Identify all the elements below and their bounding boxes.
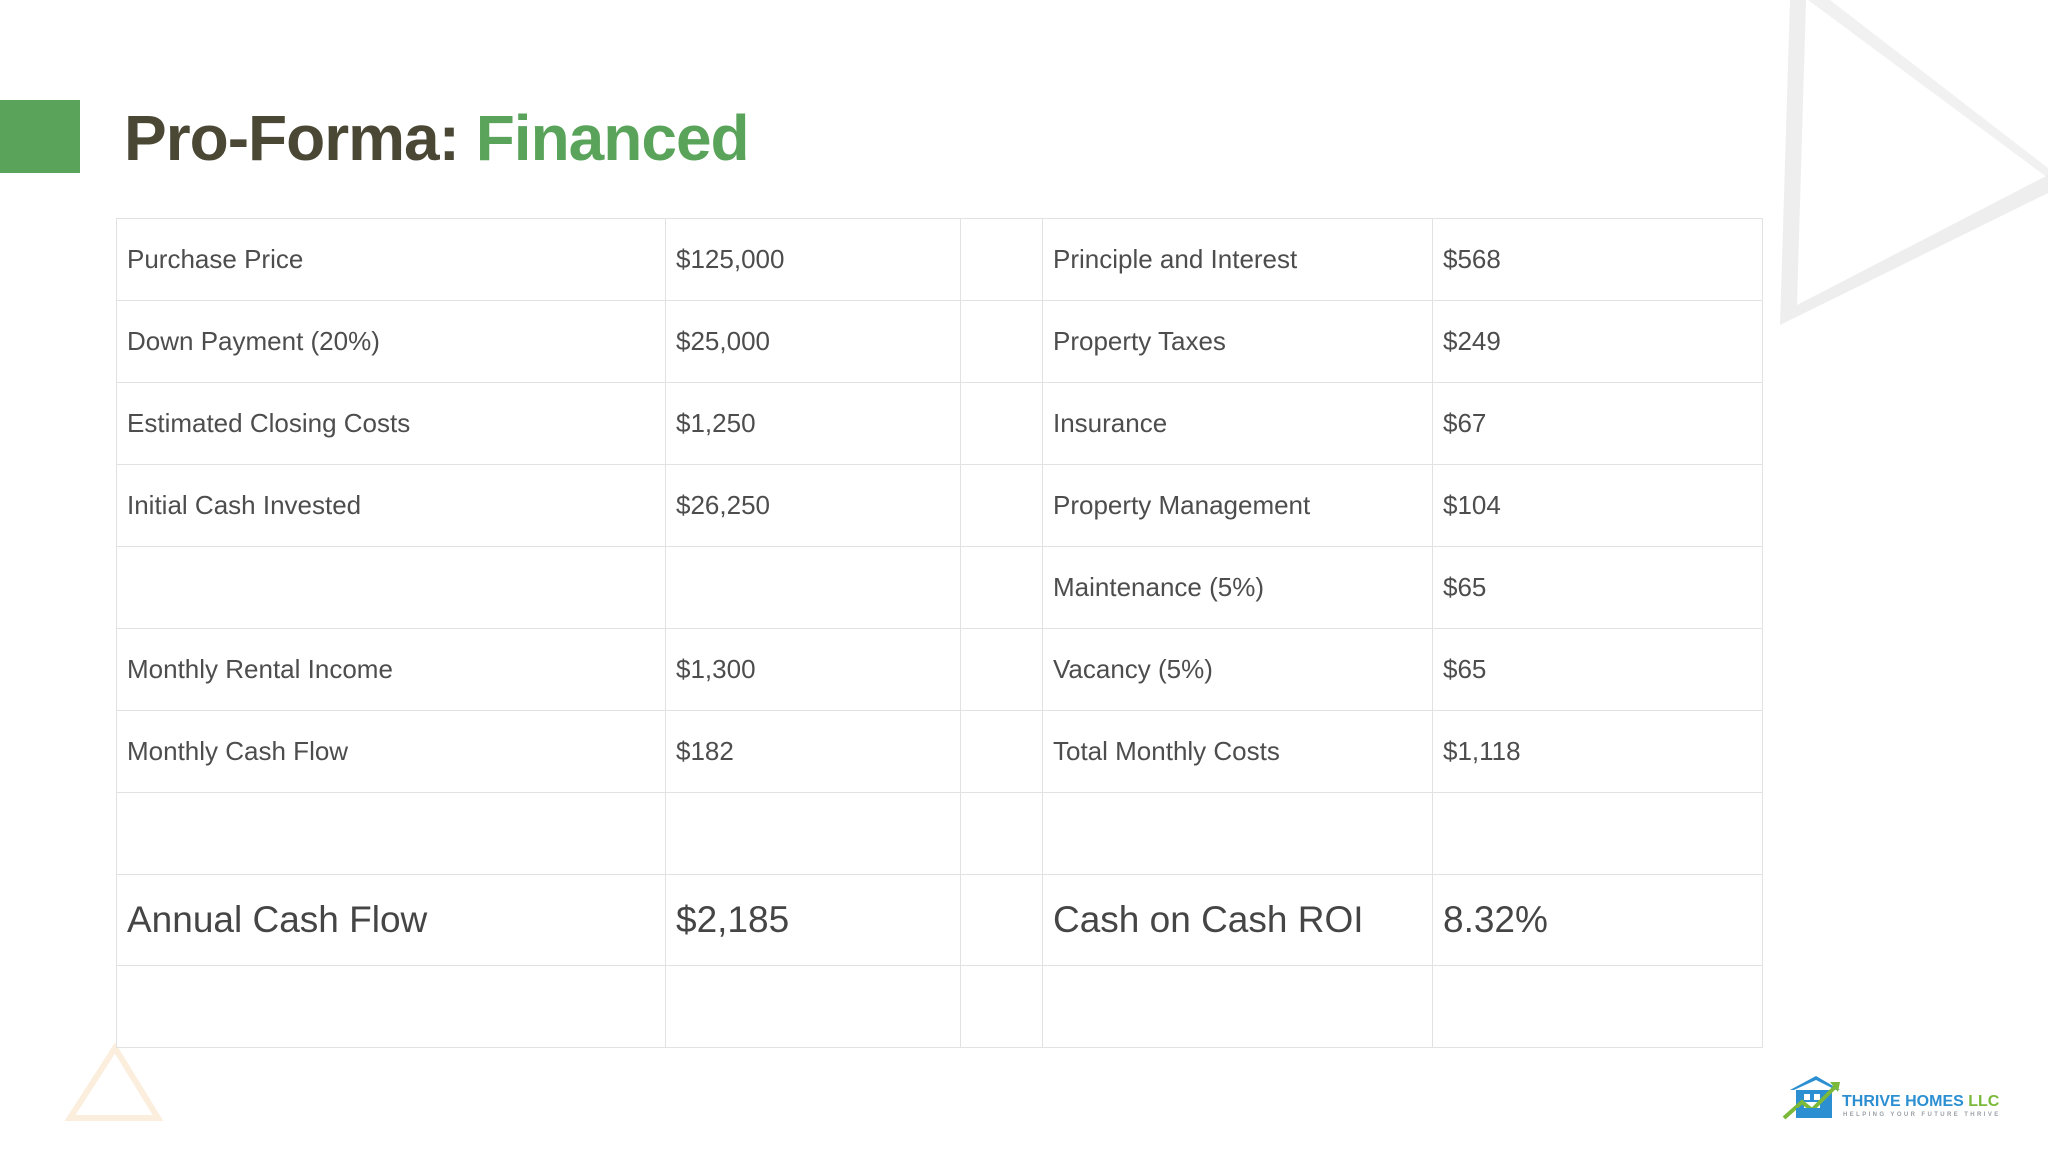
spacer-cell [960, 382, 1043, 465]
pro-forma-table: Purchase Price $125,000 Principle and In… [116, 218, 1763, 1048]
row-value: $182 [665, 710, 961, 793]
logo-name: THRIVE HOMES LLC [1842, 1093, 1999, 1111]
cost-value: $568 [1432, 218, 1763, 301]
cost-label [1042, 792, 1433, 875]
summary-value: $2,185 [665, 874, 961, 966]
row-value: $1,300 [665, 628, 961, 711]
cost-label: Principle and Interest [1042, 218, 1433, 301]
cost-value: $67 [1432, 382, 1763, 465]
row-value [665, 965, 961, 1048]
row-label: Down Payment (20%) [116, 300, 666, 383]
cost-value [1432, 965, 1763, 1048]
spacer-cell [960, 218, 1043, 301]
cost-label: Property Management [1042, 464, 1433, 547]
row-label: Purchase Price [116, 218, 666, 301]
row-label [116, 965, 666, 1048]
summary-value: 8.32% [1432, 874, 1763, 966]
spacer-cell [960, 792, 1043, 875]
table-row: Estimated Closing Costs $1,250 Insurance… [116, 382, 1763, 465]
cost-value [1432, 792, 1763, 875]
cost-value: $65 [1432, 628, 1763, 711]
cost-value: $1,118 [1432, 710, 1763, 793]
cost-label: Property Taxes [1042, 300, 1433, 383]
table-row: Annual Cash Flow $2,185 Cash on Cash ROI… [116, 874, 1763, 966]
logo-tagline: HELPING YOUR FUTURE THRIVE [1843, 1112, 2001, 1118]
row-value: $125,000 [665, 218, 961, 301]
spacer-cell [960, 710, 1043, 793]
cost-label: Insurance [1042, 382, 1433, 465]
table-row: Purchase Price $125,000 Principle and In… [116, 218, 1763, 301]
cost-value: $104 [1432, 464, 1763, 547]
row-label: Monthly Cash Flow [116, 710, 666, 793]
row-value [665, 546, 961, 629]
title-prefix: Pro-Forma: [124, 102, 476, 174]
row-label: Monthly Rental Income [116, 628, 666, 711]
cost-value: $249 [1432, 300, 1763, 383]
logo-name-suffix: LLC [1963, 1093, 2000, 1110]
summary-label: Cash on Cash ROI [1042, 874, 1433, 966]
table-row [116, 965, 1763, 1048]
spacer-cell [960, 965, 1043, 1048]
cost-label [1042, 965, 1433, 1048]
row-label [116, 792, 666, 875]
row-label [116, 546, 666, 629]
table-row: Monthly Rental Income $1,300 Vacancy (5%… [116, 628, 1763, 711]
table-row: Initial Cash Invested $26,250 Property M… [116, 464, 1763, 547]
logo-name-main: THRIVE HOMES [1842, 1093, 1964, 1110]
row-value: $1,250 [665, 382, 961, 465]
house-logo-icon [1782, 1076, 1840, 1120]
table-row: Maintenance (5%) $65 [116, 546, 1763, 629]
title-highlight: Financed [475, 102, 750, 174]
row-label: Estimated Closing Costs [116, 382, 666, 465]
spacer-cell [960, 546, 1043, 629]
table-row: Monthly Cash Flow $182 Total Monthly Cos… [116, 710, 1763, 793]
row-value: $26,250 [665, 464, 961, 547]
spacer-cell [960, 300, 1043, 383]
page-title: Pro-Forma: Financed [124, 100, 750, 176]
summary-label: Annual Cash Flow [116, 874, 666, 966]
row-value [665, 792, 961, 875]
cost-label: Vacancy (5%) [1042, 628, 1433, 711]
spacer-cell [960, 628, 1043, 711]
spacer-cell [960, 464, 1043, 547]
cost-label: Total Monthly Costs [1042, 710, 1433, 793]
title-accent-bar [0, 100, 80, 173]
cost-label: Maintenance (5%) [1042, 546, 1433, 629]
row-value: $25,000 [665, 300, 961, 383]
spacer-cell [960, 874, 1043, 966]
table-row [116, 792, 1763, 875]
row-label: Initial Cash Invested [116, 464, 666, 547]
table-row: Down Payment (20%) $25,000 Property Taxe… [116, 300, 1763, 383]
cost-value: $65 [1432, 546, 1763, 629]
